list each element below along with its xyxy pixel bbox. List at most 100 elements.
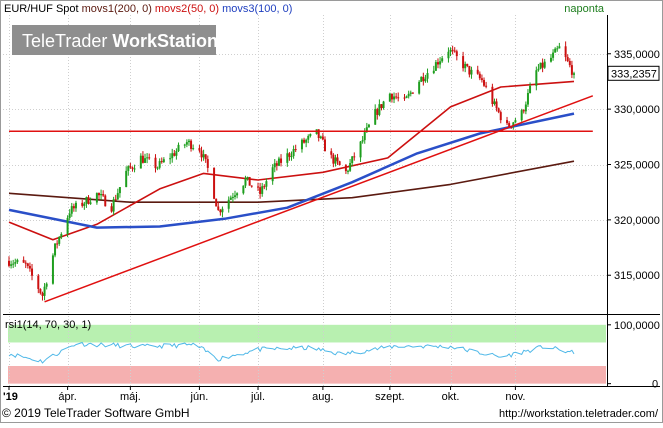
candle-body [564, 46, 567, 58]
candle-body [187, 140, 190, 143]
candle [102, 190, 105, 197]
time-tick-label: okt. [442, 391, 460, 403]
candle [388, 92, 391, 102]
candle [87, 195, 90, 205]
candle [420, 76, 423, 83]
candle-body [321, 136, 324, 140]
candle-body [351, 156, 354, 164]
candle [441, 55, 444, 63]
candle-body [506, 120, 509, 124]
time-tick-label: '19 [3, 391, 18, 403]
candle-body [462, 56, 465, 69]
candle-body [524, 104, 527, 112]
candle [139, 153, 142, 169]
candle-body [154, 157, 157, 169]
candle [453, 47, 456, 53]
candle [175, 148, 178, 160]
candle [190, 139, 193, 152]
rsi-line [8, 341, 575, 364]
candle-body [418, 81, 421, 94]
candle-body [70, 206, 73, 214]
candle [464, 61, 467, 73]
price-pane: TeleTrader WorkStation 315,0000320,00003… [3, 3, 660, 315]
candle [97, 192, 100, 200]
candle [261, 182, 264, 197]
candle [265, 178, 268, 191]
candle [321, 133, 324, 141]
candle [307, 134, 310, 144]
source-url[interactable]: http://workstation.teletrader.com/ [499, 408, 659, 420]
footer: © 2019 TeleTrader Software GmbH http://w… [2, 406, 659, 420]
candle [558, 42, 561, 49]
candle-body [54, 243, 57, 256]
candle-body [403, 97, 406, 99]
candle-body [215, 198, 218, 207]
candle [227, 196, 230, 213]
candle [529, 82, 532, 94]
candle-body [158, 161, 161, 168]
candle [131, 166, 134, 172]
price-tick-label: 325,0000 [614, 160, 660, 172]
candle [556, 45, 559, 52]
candle-body [332, 154, 335, 164]
candle-body [468, 65, 471, 75]
candle-body [288, 153, 291, 157]
candle [432, 65, 435, 75]
time-tick-label: jún. [190, 391, 209, 403]
candle-body [453, 50, 456, 52]
candle-body [309, 134, 312, 136]
candle [485, 81, 488, 89]
candle-body [522, 110, 525, 112]
candle-body [552, 52, 555, 58]
candle [382, 100, 385, 110]
candle [535, 66, 538, 91]
candle [334, 154, 337, 167]
candle [160, 157, 163, 164]
candle-body [432, 70, 435, 74]
candle [177, 142, 180, 153]
candle-body [139, 155, 142, 169]
watermark: TeleTrader WorkStation [12, 25, 218, 55]
candle-body [118, 187, 121, 194]
candle-body [112, 199, 115, 212]
candle [418, 80, 421, 95]
candle [426, 68, 429, 83]
candle-body [290, 156, 293, 158]
candle-body [439, 61, 442, 65]
candle-body [16, 259, 19, 263]
candle-body [221, 208, 224, 213]
candle-body [125, 170, 128, 188]
candle [51, 253, 54, 285]
candle-body [114, 199, 117, 201]
watermark-box [12, 25, 216, 55]
candle-body [271, 167, 274, 182]
time-tick-label: máj. [120, 391, 141, 403]
time-tick-label: aug. [312, 391, 333, 403]
candle-body [344, 165, 347, 172]
candle [58, 236, 61, 246]
candle [273, 158, 276, 173]
candle [300, 138, 303, 153]
period-label: naponta [564, 3, 605, 15]
candle [41, 291, 44, 301]
candle-body [127, 166, 130, 171]
candle-body [56, 243, 59, 245]
candle [158, 158, 161, 170]
candle-body [200, 150, 203, 158]
candle-body [133, 168, 136, 170]
candle [359, 141, 362, 162]
candle-body [74, 202, 77, 209]
candle [483, 77, 486, 87]
candle-body [14, 262, 17, 264]
candle [380, 104, 383, 111]
candle [405, 95, 408, 99]
candle [305, 138, 308, 148]
candle-body [409, 92, 412, 94]
legend-ma100: movs3(100, 0) [222, 3, 292, 15]
candle [81, 199, 84, 208]
candle [290, 151, 293, 161]
candlesticks [8, 41, 575, 301]
candle [303, 137, 306, 144]
candle-body [466, 63, 469, 66]
candle-body [116, 193, 119, 200]
